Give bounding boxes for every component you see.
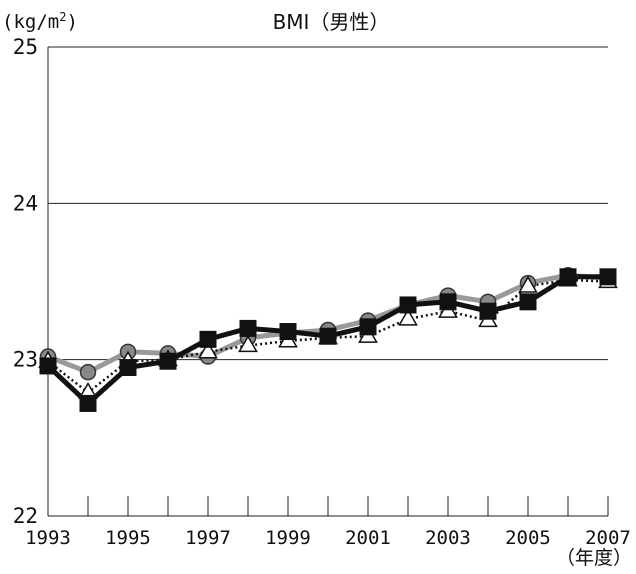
- x-tick-label: 1995: [105, 527, 151, 549]
- series-square-point: [239, 319, 257, 337]
- series-triangle-point: [518, 275, 538, 293]
- x-tick-label: 1997: [185, 527, 231, 549]
- y-tick-label: 23: [13, 348, 38, 372]
- series-square-point: [79, 394, 97, 412]
- series-square-point: [159, 352, 177, 370]
- series-square-point: [559, 268, 577, 286]
- y-axis-unit-close: ): [66, 11, 77, 33]
- x-tick-label: 1999: [265, 527, 311, 549]
- y-tick-label: 25: [13, 35, 38, 59]
- chart-title: BMI（男性）: [273, 10, 390, 34]
- x-axis-label: （年度）: [556, 547, 632, 569]
- series-square-point: [439, 293, 457, 311]
- y-axis-unit-base: (kg/m: [2, 11, 59, 33]
- labels: BMI（男性） (kg/m2) （年度） 22 23 24 25 1993 1995 199…: [2, 10, 632, 569]
- y-tick-label: 24: [13, 191, 38, 215]
- x-tick-label: 1993: [25, 527, 71, 549]
- grid-lines: [48, 46, 608, 361]
- x-tick-label: 2007: [585, 527, 631, 549]
- series-square-point: [479, 302, 497, 320]
- series-square-point: [359, 318, 377, 336]
- series-markers: [38, 266, 618, 412]
- x-tick-label: 2005: [505, 527, 551, 549]
- series-circle-point: [79, 363, 97, 381]
- series-square-point: [119, 358, 137, 376]
- y-tick-label: 22: [13, 504, 38, 528]
- series-triangle-point: [238, 335, 258, 353]
- series-square-point: [279, 323, 297, 341]
- x-tick-label: 2001: [345, 527, 391, 549]
- y-axis-unit: (kg/m2): [2, 10, 78, 33]
- series-triangle-point: [398, 308, 418, 326]
- series-square-point: [599, 268, 617, 286]
- series-square-point: [199, 330, 217, 348]
- series-triangle-point: [198, 341, 218, 359]
- x-tick-label: 2003: [425, 527, 471, 549]
- axes: [47, 47, 609, 517]
- series-square-point: [519, 293, 537, 311]
- y-axis-unit-superscript: 2: [59, 10, 66, 24]
- series-square-point: [39, 357, 57, 375]
- series-square-point: [399, 296, 417, 314]
- series-square-point: [319, 327, 337, 345]
